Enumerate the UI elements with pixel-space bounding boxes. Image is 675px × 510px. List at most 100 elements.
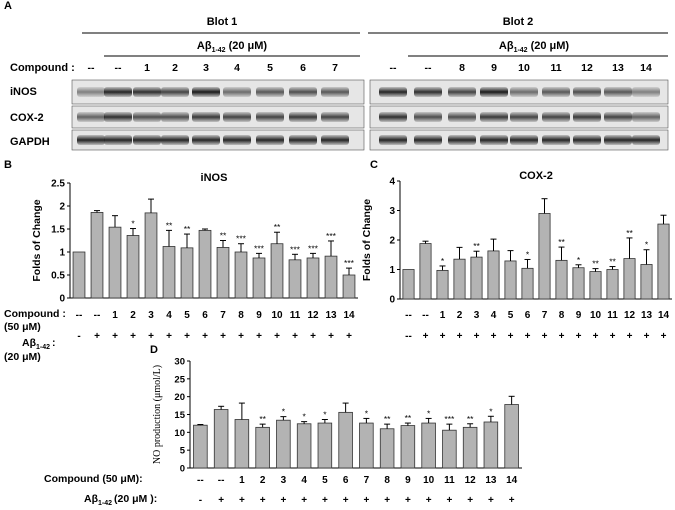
- chart-c-condition-rows: -- -- 1 2 3 4 5 6 7 8 9 10 11 12 13 14-- + + + + + + + + + + + + + + +: [405, 310, 669, 342]
- c-abeta-value: +: [593, 331, 599, 342]
- panel-label-c: C: [370, 159, 378, 171]
- c-compound-value: 6: [525, 310, 531, 321]
- bar: [606, 269, 619, 300]
- significance-label: ***: [254, 243, 265, 253]
- y-tick-label: 1: [59, 248, 65, 259]
- blot1-lane-label: 3: [203, 62, 209, 74]
- b-compound-value: 14: [343, 310, 355, 321]
- d-compound-value: 6: [343, 475, 349, 486]
- c-abeta-value: +: [576, 331, 582, 342]
- blot2-title: Blot 2: [503, 16, 534, 28]
- bar: [623, 258, 636, 300]
- d-abeta-value: +: [280, 495, 286, 506]
- blot-band: [289, 87, 317, 97]
- bar: [213, 409, 229, 469]
- blot-band: [632, 87, 660, 97]
- bar: [442, 429, 457, 469]
- bar: [306, 257, 320, 299]
- bar: [538, 213, 551, 300]
- blot-band: [133, 135, 161, 145]
- d-abeta-value: +: [405, 495, 411, 506]
- blot-band: [77, 112, 105, 122]
- c-compound-value: 3: [474, 310, 480, 321]
- blot2-lane-label: --: [390, 62, 397, 74]
- blot-band: [414, 135, 442, 145]
- blot-band: [223, 112, 251, 122]
- significance-label: *: [526, 249, 530, 259]
- c-compound-value: --: [405, 310, 412, 321]
- blot-compound-label: Compound :: [10, 62, 75, 74]
- c-compound-value: 5: [508, 310, 514, 321]
- bar: [324, 255, 338, 299]
- blot-band: [133, 112, 161, 122]
- blot-band: [510, 135, 538, 145]
- blot1-lane-label: 1: [144, 62, 150, 74]
- blot2-lane-labels: -- -- 8 9 10 11 12 13 14: [390, 62, 652, 74]
- c-abeta-value: +: [508, 331, 514, 342]
- c-abeta-value: +: [440, 331, 446, 342]
- d-abeta-value: +: [446, 495, 452, 506]
- d-abeta-value: +: [260, 495, 266, 506]
- d-compound-value: 14: [506, 475, 518, 486]
- significance-label: ***: [444, 414, 455, 424]
- b-abeta-value: +: [256, 331, 262, 342]
- d-abeta-value: +: [384, 495, 390, 506]
- y-tick-label: 5: [180, 446, 186, 457]
- blot-band: [77, 87, 105, 97]
- b-compound-value: 11: [290, 310, 301, 321]
- bar: [198, 229, 212, 299]
- bar: [288, 259, 302, 299]
- d-abeta-value: +: [363, 495, 369, 506]
- blot-band: [632, 135, 660, 145]
- b-compound-value: 3: [148, 310, 154, 321]
- significance-label: **: [558, 237, 565, 247]
- blot-band: [379, 87, 407, 97]
- c-compound-value: 9: [576, 310, 582, 321]
- bar: [234, 419, 250, 469]
- b-compound-value: 13: [325, 310, 337, 321]
- significance-label: *: [131, 219, 135, 229]
- b-compound-label: Compound :: [4, 308, 66, 320]
- bar: [379, 428, 395, 469]
- blot-band: [573, 87, 601, 97]
- y-axis-label: Folds of Change: [31, 199, 43, 281]
- blot-band: [448, 87, 476, 97]
- c-abeta-value: +: [491, 331, 497, 342]
- y-tick-label: 30: [174, 357, 185, 368]
- y-tick-label: 20: [174, 392, 185, 403]
- significance-label: *: [302, 412, 306, 422]
- blot-band: [414, 112, 442, 122]
- blot-band: [573, 112, 601, 122]
- y-tick-label: 0: [180, 464, 185, 475]
- d-compound-value: 8: [384, 475, 390, 486]
- bar: [483, 421, 499, 469]
- blot-band: [379, 135, 407, 145]
- significance-label: **: [405, 413, 412, 423]
- significance-label: *: [489, 406, 493, 416]
- b-abeta-value: -: [77, 331, 80, 342]
- d-compound-label: Compound (50 μM):: [44, 473, 143, 485]
- y-tick-label: 3: [389, 206, 395, 217]
- y-tick-label: 4: [389, 177, 395, 188]
- significance-label: **: [384, 414, 391, 424]
- blot-band: [448, 112, 476, 122]
- b-abeta-value: +: [94, 331, 100, 342]
- blot-band: [632, 112, 660, 122]
- b-compound-value: 9: [256, 310, 262, 321]
- panel-label-a: A: [4, 0, 12, 12]
- c-compound-value: 2: [457, 310, 463, 321]
- d-abeta-value: +: [509, 495, 515, 506]
- c-abeta-value: +: [525, 331, 531, 342]
- chart-b-condition-rows: -- -- 1 2 3 4 5 6 7 8 9 10 11 12 13 14- + + + + + + + + + + + + + + +: [76, 310, 355, 342]
- blot-band: [510, 87, 538, 97]
- y-tick-label: 0.5: [51, 271, 65, 282]
- c-abeta-value: +: [457, 331, 463, 342]
- blot-band: [289, 112, 317, 122]
- y-tick-label: 2: [389, 236, 395, 247]
- blot-band: [192, 135, 220, 145]
- b-abeta-value: +: [166, 331, 172, 342]
- significance-label: *: [577, 255, 581, 265]
